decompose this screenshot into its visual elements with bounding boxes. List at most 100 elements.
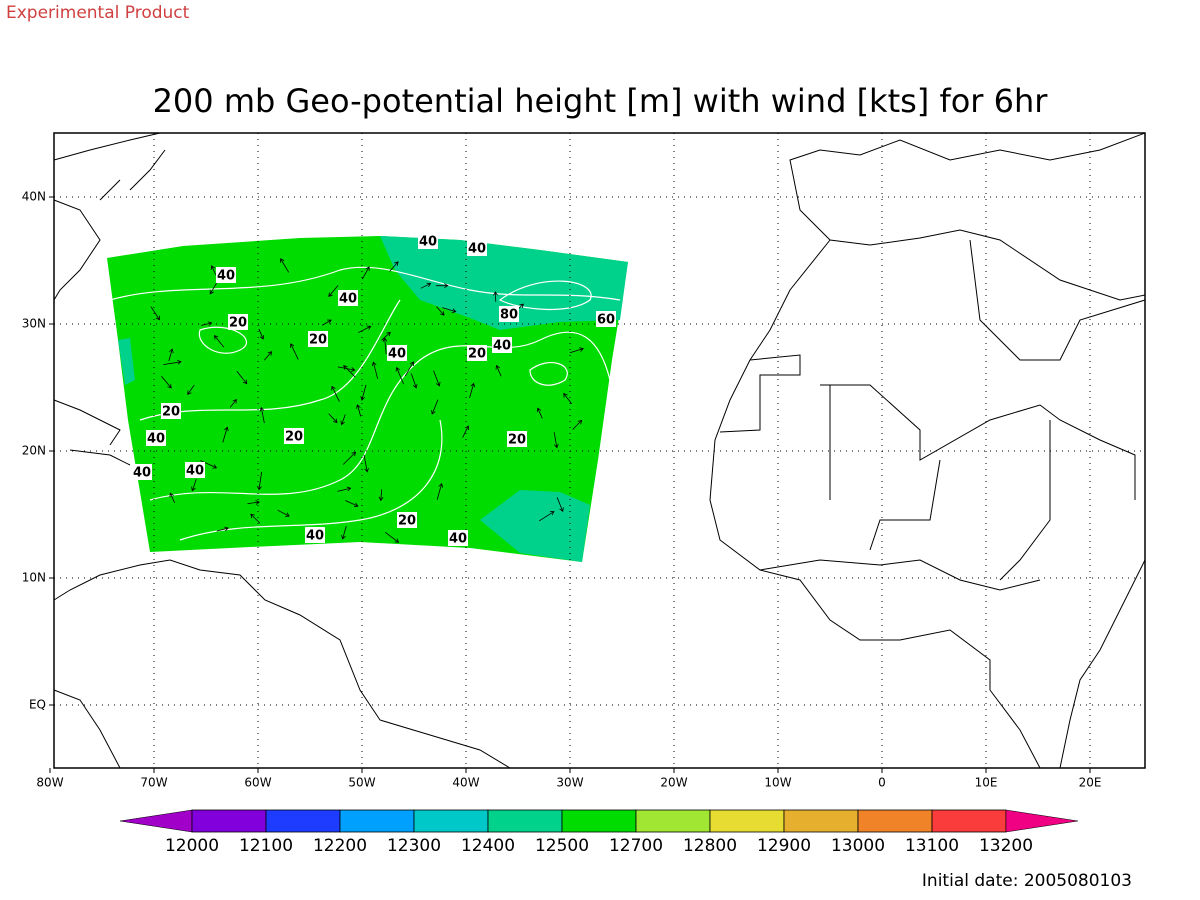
wind-arrow bbox=[213, 335, 225, 348]
wind-arrow bbox=[462, 425, 470, 438]
colorbar-label: 12500 bbox=[535, 836, 589, 856]
colorbar-label: 12800 bbox=[683, 836, 737, 856]
wind-arrow bbox=[381, 331, 391, 341]
colorbar-box bbox=[487, 809, 563, 833]
colorbar-label: 13000 bbox=[831, 836, 885, 856]
colorbar-arrow bbox=[1005, 809, 1079, 833]
wind-arrow bbox=[331, 385, 340, 402]
map-title: 200 mb Geo-potential height [m] with win… bbox=[153, 82, 1049, 120]
wind-arrow bbox=[163, 359, 182, 366]
colorbar-label: 12200 bbox=[313, 836, 367, 856]
lon-label: 40W bbox=[452, 776, 479, 790]
wind-arrow bbox=[493, 291, 498, 302]
colorbar-box bbox=[709, 809, 785, 833]
wind-arrow bbox=[371, 361, 379, 379]
contour-label: 40 bbox=[186, 464, 204, 479]
wind-arrow bbox=[259, 406, 265, 424]
lon-label: 10E bbox=[975, 776, 998, 790]
colorbar-box bbox=[413, 809, 489, 833]
wind-arrow bbox=[342, 451, 357, 465]
lon-label: 60W bbox=[244, 776, 271, 790]
wind-arrow bbox=[337, 366, 356, 372]
lon-label: 80W bbox=[36, 776, 63, 790]
contour-label-box bbox=[338, 290, 358, 306]
contour-label-box bbox=[499, 306, 519, 322]
wind-arrow bbox=[263, 351, 273, 361]
wind-arrow bbox=[277, 509, 290, 517]
lat-label: 20N bbox=[22, 444, 46, 458]
wind-arrow bbox=[436, 306, 445, 316]
wind-arrow bbox=[433, 370, 441, 387]
field-region bbox=[118, 338, 135, 385]
contour-label: 20 bbox=[309, 333, 327, 348]
contour-label: 40 bbox=[133, 466, 151, 481]
contour-label-box bbox=[397, 512, 417, 528]
wind-arrow bbox=[257, 471, 263, 491]
colorbar-label: 12000 bbox=[165, 836, 219, 856]
wind-arrow bbox=[363, 454, 369, 473]
wind-arrow bbox=[435, 283, 449, 289]
colorbar-box bbox=[635, 809, 711, 833]
wind-arrow bbox=[222, 426, 229, 443]
wind-arrow bbox=[389, 261, 399, 272]
colorbar-box bbox=[931, 809, 1007, 833]
wind-arrow bbox=[340, 414, 346, 426]
wind-arrow bbox=[250, 513, 261, 524]
wind-vectors bbox=[150, 258, 584, 543]
contour-label-box bbox=[467, 240, 487, 256]
wind-arrow bbox=[201, 321, 213, 327]
lon-label: 50W bbox=[348, 776, 375, 790]
wind-arrow bbox=[210, 265, 217, 276]
contour-label-box bbox=[284, 428, 304, 444]
wind-arrow bbox=[378, 489, 384, 502]
wind-arrow bbox=[572, 419, 583, 430]
contour-label: 40 bbox=[388, 347, 406, 362]
wind-arrow bbox=[420, 282, 432, 289]
wind-arrow bbox=[382, 337, 388, 355]
contour-label-box bbox=[228, 314, 248, 330]
contour-label: 40 bbox=[468, 242, 486, 257]
wind-arrow bbox=[345, 500, 359, 508]
wind-arrow bbox=[229, 398, 237, 408]
lat-label: EQ bbox=[29, 698, 46, 712]
wind-arrow bbox=[168, 348, 174, 362]
contour-label: 80 bbox=[500, 308, 518, 323]
contour-label: 20 bbox=[508, 433, 526, 448]
lat-label: 40N bbox=[22, 190, 46, 204]
wind-arrow bbox=[563, 392, 573, 405]
contour-label-box bbox=[161, 403, 181, 419]
coastlines bbox=[53, 132, 1146, 769]
wind-arrow bbox=[538, 511, 555, 522]
wind-arrow bbox=[258, 328, 265, 340]
colorbar-arrow bbox=[119, 809, 193, 833]
contour-label-box bbox=[492, 337, 512, 353]
lon-label: 30W bbox=[556, 776, 583, 790]
contour-label-box bbox=[305, 527, 325, 543]
contour-label: 20 bbox=[162, 405, 180, 420]
colorbar-label: 12700 bbox=[609, 836, 663, 856]
contour-label: 20 bbox=[285, 430, 303, 445]
wind-arrow bbox=[404, 361, 414, 377]
wind-arrow bbox=[150, 306, 160, 321]
contour-label-box bbox=[132, 464, 152, 480]
colorbar-label: 12100 bbox=[239, 836, 293, 856]
wind-arrow bbox=[395, 366, 404, 385]
contour-label: 40 bbox=[419, 235, 437, 250]
wind-arrow bbox=[341, 525, 347, 540]
wind-arrow bbox=[200, 460, 218, 469]
lat-label: 30N bbox=[22, 317, 46, 331]
contour-label-box bbox=[448, 530, 468, 546]
wind-arrow bbox=[410, 373, 418, 389]
wind-arrow bbox=[356, 404, 362, 417]
field-region bbox=[380, 236, 628, 330]
contour-label: 40 bbox=[217, 269, 235, 284]
wind-arrow bbox=[536, 407, 543, 419]
contour-label: 20 bbox=[398, 514, 416, 529]
wind-arrow bbox=[556, 497, 564, 513]
wind-arrow bbox=[436, 483, 444, 500]
contour-label: 20 bbox=[229, 316, 247, 331]
contour-label: 60 bbox=[597, 313, 615, 328]
wind-arrow bbox=[161, 376, 172, 389]
